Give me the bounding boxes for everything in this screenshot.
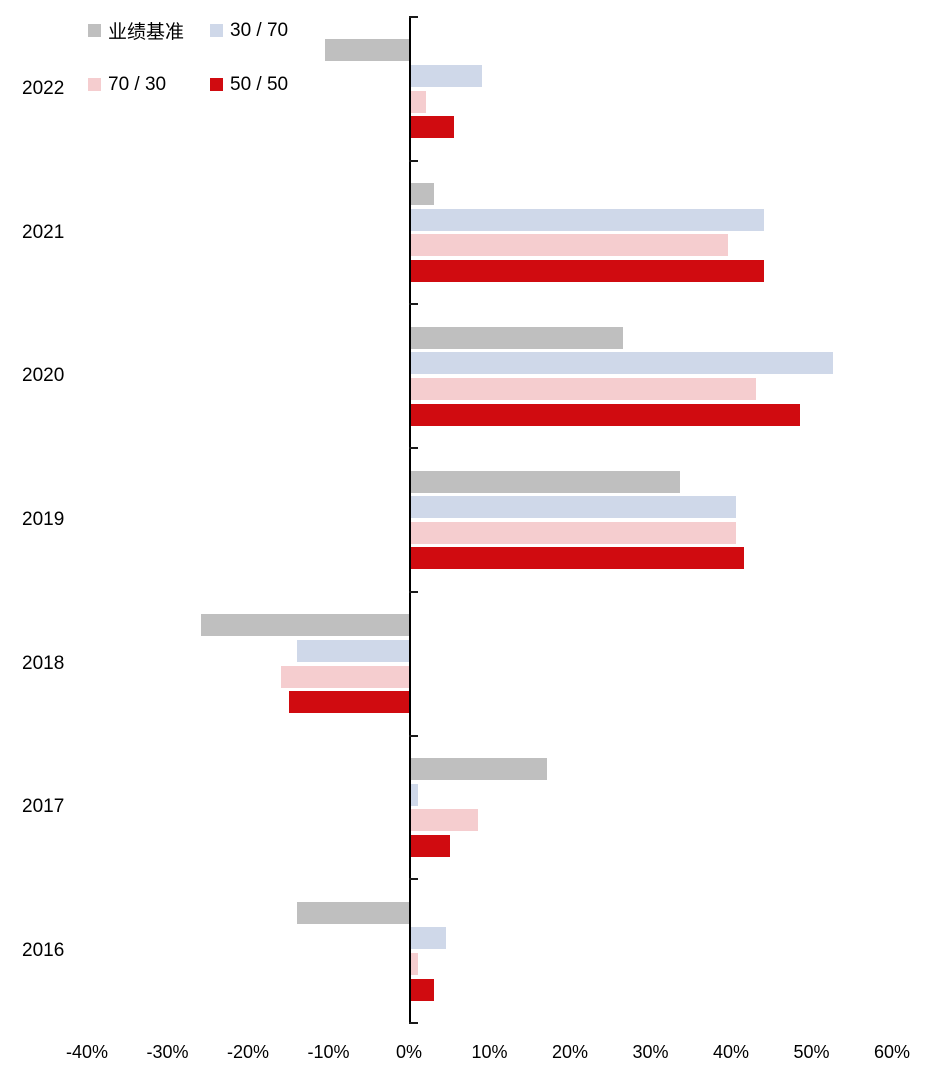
bar-7030-2016: [410, 952, 419, 975]
legend-label-70-30: 70 / 30: [108, 73, 167, 95]
legend-item-benchmark: 业绩基准: [88, 20, 210, 43]
category-label-2018: 2018: [22, 652, 65, 674]
axis-tick: [409, 447, 418, 450]
bar-7030-2021: [410, 234, 728, 257]
bar-5050-2021: [410, 259, 765, 282]
bar-业绩基准-2017: [410, 758, 547, 781]
x-axis-label--30%: -30%: [146, 1042, 189, 1062]
legend-swatch-70-30: [88, 78, 101, 91]
bar-7030-2020: [410, 378, 757, 401]
legend-item-50-50: 50 / 50: [210, 74, 288, 95]
legend-label-benchmark: 业绩基准: [108, 22, 185, 43]
x-axis-label-60%: 60%: [873, 1042, 911, 1062]
bar-3070-2020: [410, 352, 833, 375]
x-axis-label-30%: 30%: [632, 1042, 669, 1062]
bar-业绩基准-2022: [325, 39, 410, 62]
bar-业绩基准-2016: [297, 901, 410, 924]
bar-5050-2020: [410, 403, 801, 426]
bar-3070-2022: [410, 65, 483, 88]
bar-业绩基准-2019: [410, 470, 680, 493]
category-label-2019: 2019: [22, 509, 65, 530]
axis-tick: [409, 878, 418, 881]
bar-5050-2018: [289, 691, 410, 714]
x-axis-label-10%: 10%: [471, 1042, 508, 1062]
x-axis-label-40%: 40%: [712, 1042, 750, 1062]
legend-swatch-30-70: [210, 24, 223, 37]
axis-tick: [409, 16, 418, 18]
bar-7030-2022: [410, 90, 427, 113]
axis-tick: [409, 590, 418, 593]
chart-legend: 业绩基准 30 / 70 70 / 30 50 / 50: [88, 20, 288, 95]
bar-业绩基准-2021: [410, 183, 435, 206]
x-axis-label--20%: -20%: [226, 1042, 270, 1062]
category-label-2016: 2016: [22, 940, 65, 962]
value-axis-line: [408, 17, 411, 1023]
bar-3070-2016: [410, 927, 447, 950]
bar-3070-2017: [410, 783, 419, 806]
x-axis-label-50%: 50%: [793, 1042, 830, 1062]
category-label-2022: 2022: [22, 77, 65, 99]
axis-tick: [409, 1022, 418, 1024]
legend-item-30-70: 30 / 70: [210, 20, 288, 41]
bar-7030-2018: [281, 665, 410, 688]
bar-3070-2018: [297, 639, 410, 662]
legend-label-30-70: 30 / 70: [230, 19, 289, 41]
bar-业绩基准-2018: [200, 614, 410, 637]
bar-业绩基准-2020: [410, 326, 624, 349]
category-label-2017: 2017: [22, 796, 65, 818]
bar-3070-2019: [410, 496, 737, 519]
x-axis-label--40%: -40%: [65, 1042, 109, 1062]
x-axis-label-0%: 0%: [395, 1042, 422, 1062]
x-axis-label-20%: 20%: [551, 1042, 589, 1062]
bar-7030-2017: [410, 809, 479, 832]
legend-item-70-30: 70 / 30: [88, 74, 210, 95]
axis-tick: [409, 159, 418, 162]
bar-3070-2021: [410, 208, 765, 231]
category-label-2021: 2021: [22, 221, 65, 243]
bar-5050-2017: [410, 834, 451, 857]
legend-swatch-50-50: [210, 78, 223, 91]
axis-tick: [409, 734, 418, 737]
legend-label-50-50: 50 / 50: [230, 73, 289, 95]
category-label-2020: 2020: [22, 365, 65, 387]
bar-7030-2019: [410, 521, 737, 544]
bar-5050-2016: [410, 978, 435, 1001]
legend-swatch-benchmark: [88, 24, 101, 37]
bar-5050-2022: [410, 116, 455, 139]
bar-5050-2019: [410, 547, 745, 570]
x-axis-label--10%: -10%: [307, 1042, 350, 1062]
axis-tick: [409, 303, 418, 306]
